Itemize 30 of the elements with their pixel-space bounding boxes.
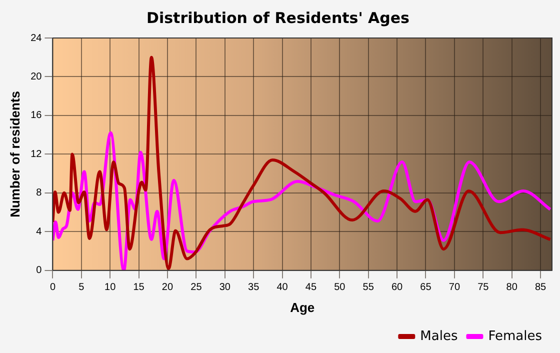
y-tick-label: 16 bbox=[30, 110, 42, 122]
y-tick-label: 4 bbox=[36, 226, 42, 238]
y-tick-label: 0 bbox=[36, 265, 42, 276]
x-tick-label: 0 bbox=[50, 282, 56, 294]
x-tick-label: 30 bbox=[219, 282, 231, 294]
x-axis-title: Age bbox=[290, 300, 315, 315]
legend-label: Males bbox=[420, 328, 458, 344]
x-tick-label: 80 bbox=[506, 282, 518, 294]
x-tick-label: 50 bbox=[334, 282, 346, 294]
x-tick-label: 60 bbox=[391, 282, 404, 294]
x-tick-label: 55 bbox=[362, 282, 374, 294]
x-tick-label: 25 bbox=[190, 282, 202, 294]
x-tick-label: 10 bbox=[104, 282, 116, 294]
x-tick-label: 5 bbox=[78, 282, 85, 294]
x-tick-label: 20 bbox=[162, 282, 174, 294]
x-tick-label: 70 bbox=[448, 282, 460, 294]
x-tick-label: 75 bbox=[478, 282, 490, 294]
x-tick-label: 35 bbox=[248, 282, 260, 294]
y-tick-label: 12 bbox=[30, 148, 42, 160]
x-tick-label: 85 bbox=[534, 282, 547, 294]
x-tick-label: 65 bbox=[420, 282, 432, 294]
x-tick-label: 15 bbox=[133, 282, 145, 294]
y-tick-label: 20 bbox=[30, 71, 42, 82]
x-tick-label: 40 bbox=[276, 282, 288, 294]
x-tick-label: 45 bbox=[305, 282, 317, 294]
y-tick-label: 24 bbox=[30, 32, 42, 44]
y-tick-label: 8 bbox=[36, 188, 42, 199]
y-axis-title: Number of residents bbox=[7, 90, 22, 218]
legend-label: Females bbox=[488, 328, 542, 344]
chart-title: Distribution of Residents' Ages bbox=[146, 8, 410, 27]
